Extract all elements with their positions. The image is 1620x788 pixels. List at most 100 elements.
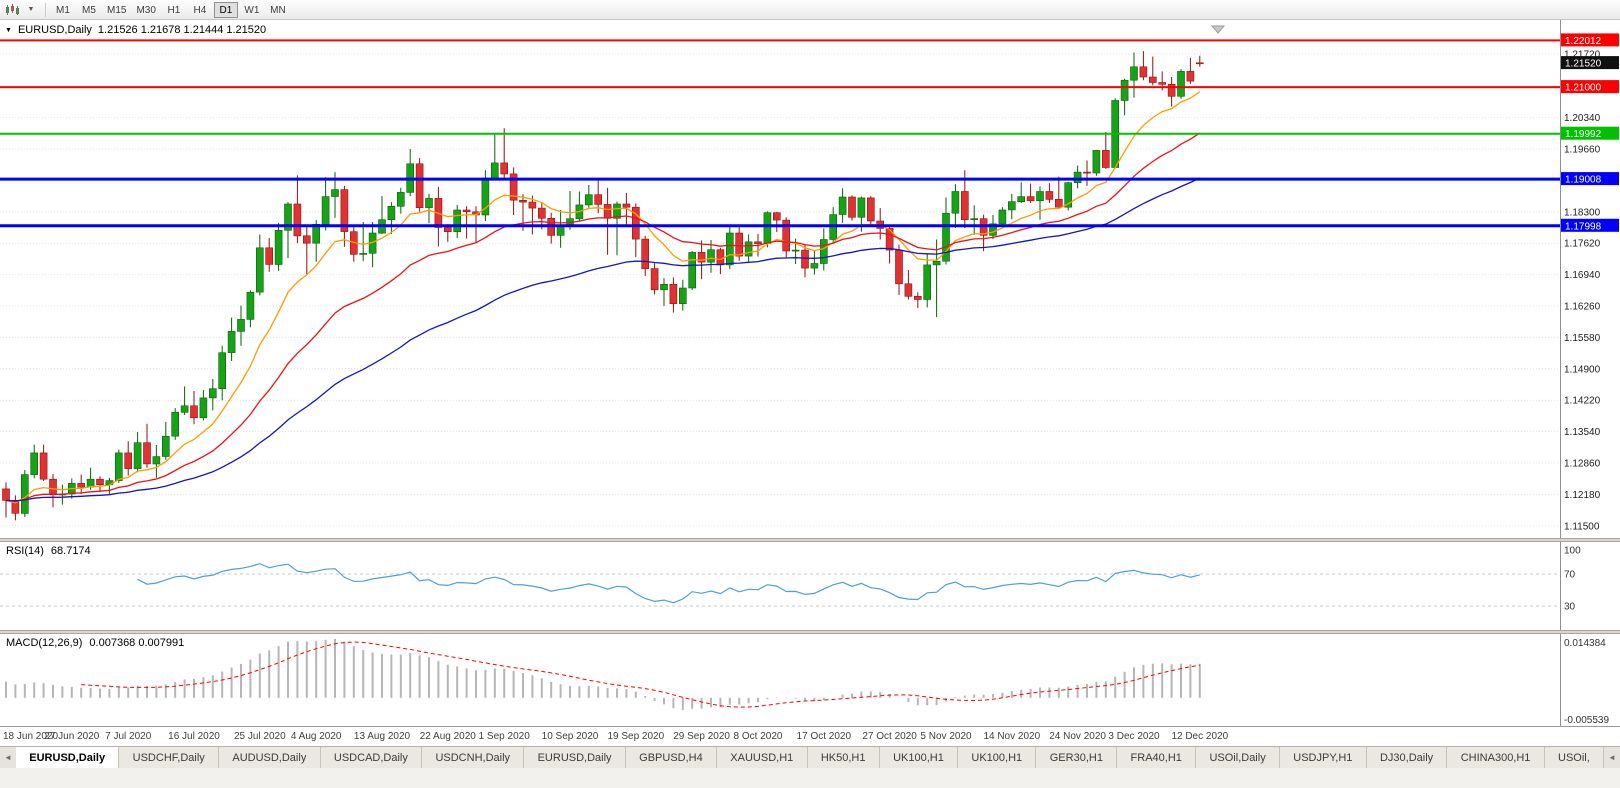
chart-tab[interactable]: HK50,H1 <box>807 747 880 768</box>
time-axis-label: 4 Aug 2020 <box>290 731 342 742</box>
chevron-down-icon[interactable]: ▼ <box>27 6 35 13</box>
time-axis-label: 14 Nov 2020 <box>983 731 1041 742</box>
rsi-label: RSI(14) 68.7174 <box>6 545 91 557</box>
chart-tabs-bar: ◄ EURUSD,Daily USDCHF,Daily AUDUSD,Daily US… <box>0 746 1620 768</box>
time-axis-label: 27 Jun 2020 <box>44 731 100 742</box>
timeframe-button-h4[interactable]: H4 <box>193 4 207 16</box>
chart-tabs: EURUSD,Daily USDCHF,Daily AUDUSD,Daily USDC… <box>16 747 1604 768</box>
time-axis-label: 1 Sep 2020 <box>478 731 530 742</box>
svg-text:1.21000: 1.21000 <box>1565 83 1602 94</box>
chart-ohlc-values: 1.21526 1.21678 1.21444 1.21520 <box>97 24 267 36</box>
svg-text:1.11500: 1.11500 <box>1564 521 1600 532</box>
chart-tab[interactable]: DJ30,Daily <box>1366 747 1448 768</box>
chart-tab[interactable]: USOil,Daily <box>1196 747 1280 768</box>
chart-tab[interactable]: USDJPY,H1 <box>1280 747 1367 768</box>
chart-tab[interactable]: XAUUSD,H1 <box>717 747 808 768</box>
svg-text:1.16940: 1.16940 <box>1564 270 1601 281</box>
panel-divider[interactable] <box>0 630 1620 634</box>
timeframe-buttons: M1 M5 M15 M30 H1 H4 D1 W1 MN <box>50 1 291 18</box>
time-axis-label: 18 Jun 2020 <box>3 731 59 742</box>
tab-scroll-left-icon[interactable]: ◄ <box>4 753 12 762</box>
timeframe-button-d1[interactable]: D1 <box>213 1 238 18</box>
svg-text:30: 30 <box>1564 602 1576 613</box>
candlestick-glyph <box>6 3 19 15</box>
shift-marker-icon <box>1210 25 1226 34</box>
macd-signal-line <box>81 641 1200 708</box>
timeframe-button-m5[interactable]: M5 <box>82 4 96 16</box>
time-axis[interactable]: 18 Jun 2020 27 Jun 2020 7 Jul 2020 16 Jul 2… <box>0 726 1620 746</box>
time-axis-label: 17 Oct 2020 <box>796 731 852 742</box>
timeframe-button-m30[interactable]: M30 <box>136 4 156 16</box>
toolbar-separator <box>45 2 46 17</box>
panel-divider[interactable] <box>0 538 1620 542</box>
time-axis-label: 10 Sep 2020 <box>541 731 599 742</box>
svg-text:1.17620: 1.17620 <box>1564 239 1601 250</box>
chart-tab[interactable]: AUDUSD,Daily <box>219 747 321 768</box>
macd-indicator-panel[interactable]: 0.014384 -0.005539 <box>0 634 1620 726</box>
tab-scroll-right-icon[interactable]: ◄ <box>1608 753 1616 762</box>
chart-tab[interactable]: FRA40,H1 <box>1117 747 1197 768</box>
svg-text:1.19008: 1.19008 <box>1565 175 1602 186</box>
chart-tab[interactable]: UK100,H1 <box>958 747 1037 768</box>
timeframe-button-mn[interactable]: MN <box>270 4 286 16</box>
macd-name: MACD(12,26,9) <box>6 637 83 649</box>
time-axis-label: 24 Nov 2020 <box>1049 731 1106 742</box>
rsi-value: 68.7174 <box>50 545 91 557</box>
current-price-label <box>1561 56 1619 70</box>
time-axis-label: 8 Oct 2020 <box>733 731 783 742</box>
timeframe-button-w1[interactable]: W1 <box>244 4 260 16</box>
main-price-chart[interactable]: 1.21720 1.20340 1.19660 1.18300 1.17620 1.169… <box>0 20 1620 538</box>
moving-average-10 <box>5 91 1201 504</box>
svg-text:0.014384: 0.014384 <box>1564 638 1606 649</box>
chart-tab[interactable]: USDCNH,Daily <box>422 747 525 768</box>
macd-panel-area[interactable]: 0.014384 -0.005539 <box>0 634 1620 726</box>
chart-tab[interactable]: UK100,H1 <box>879 747 959 768</box>
timeframe-button-m1[interactable]: M1 <box>56 4 70 16</box>
rsi-indicator-panel[interactable]: 100 70 30 <box>0 542 1620 630</box>
rsi-name: RSI(14) <box>6 545 44 557</box>
svg-text:1.21520: 1.21520 <box>1565 59 1602 70</box>
svg-text:1.20340: 1.20340 <box>1564 113 1601 124</box>
chart-tab[interactable]: EURUSD,Daily <box>16 747 120 768</box>
svg-text:1.17998: 1.17998 <box>1565 221 1602 232</box>
macd-label: MACD(12,26,9) 0.007368 0.007991 <box>6 637 184 649</box>
timeframe-button-h1[interactable]: H1 <box>167 4 181 16</box>
svg-text:1.12180: 1.12180 <box>1564 490 1601 501</box>
chart-tab[interactable]: USDCHF,Daily <box>119 747 220 768</box>
time-axis-label: 5 Nov 2020 <box>920 731 972 742</box>
main-chart-area[interactable]: 1.21720 1.20340 1.19660 1.18300 1.17620 1.169… <box>0 20 1620 538</box>
chart-tab[interactable]: USOil, <box>1544 747 1604 768</box>
status-strip <box>0 768 1620 788</box>
rsi-panel-area[interactable]: 100 70 30 <box>0 542 1620 630</box>
time-axis-label: 25 Jul 2020 <box>233 731 286 742</box>
svg-text:70: 70 <box>1564 570 1576 581</box>
svg-text:1.14900: 1.14900 <box>1564 364 1601 375</box>
chart-type-icon[interactable] <box>3 2 21 18</box>
triangle-down-icon: ▼ <box>5 26 12 34</box>
chart-tab[interactable]: EURUSD,Daily <box>524 747 626 768</box>
svg-text:100: 100 <box>1564 546 1581 557</box>
chart-title: ▼ EURUSD,Daily 1.21526 1.21678 1.21444 1… <box>5 24 266 36</box>
time-axis-label: 12 Dec 2020 <box>1171 731 1229 742</box>
time-axis-label: 27 Oct 2020 <box>862 731 917 742</box>
moving-average-52 <box>5 177 1201 502</box>
time-axis-label: 22 Aug 2020 <box>419 731 476 742</box>
moving-average-24 <box>5 132 1201 503</box>
time-axis-label: 16 Jul 2020 <box>168 731 220 742</box>
macd-values: 0.007368 0.007991 <box>89 637 185 649</box>
timeframe-button-m15[interactable]: M15 <box>107 4 127 16</box>
chart-tab[interactable]: GBPUSD,H4 <box>625 747 718 768</box>
svg-text:1.14220: 1.14220 <box>1564 396 1601 407</box>
chart-symbol-period: EURUSD,Daily <box>17 24 92 36</box>
time-axis-label: 3 Dec 2020 <box>1108 731 1160 742</box>
svg-text:1.22012: 1.22012 <box>1565 36 1602 47</box>
chart-tab[interactable]: USDCAD,Daily <box>320 747 423 768</box>
time-axis-label: 7 Jul 2020 <box>105 731 152 742</box>
chart-tab[interactable]: CHINA300,H1 <box>1447 747 1545 768</box>
svg-text:1.18300: 1.18300 <box>1564 207 1601 218</box>
time-axis-label: 13 Aug 2020 <box>353 731 411 742</box>
time-axis-label: 19 Sep 2020 <box>607 731 665 742</box>
timeframe-toolbar: ▼ M1 M5 M15 M30 H1 H4 D1 W1 MN <box>0 0 1620 20</box>
chart-tab[interactable]: GER30,H1 <box>1036 747 1118 768</box>
